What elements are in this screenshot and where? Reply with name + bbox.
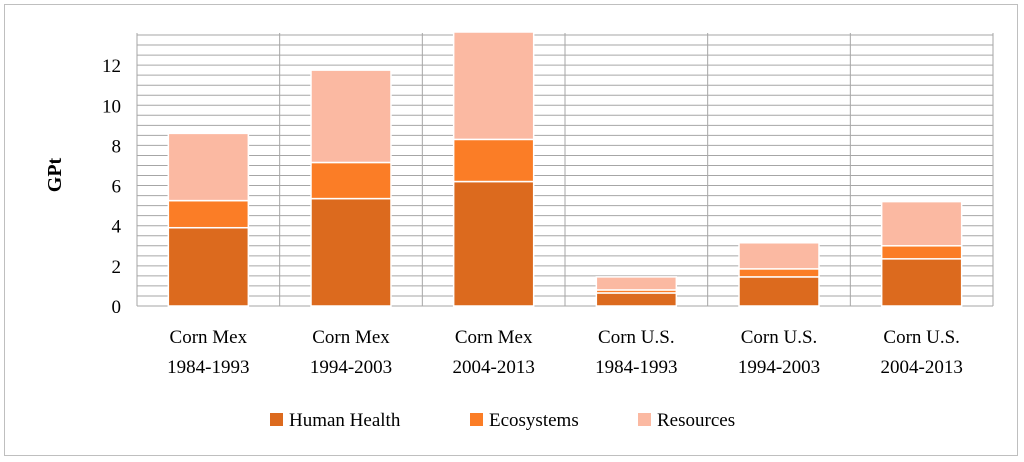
bar-segment-resources	[167, 132, 250, 202]
y-tick-label: 2	[112, 257, 122, 278]
x-category-label: Corn U.S.	[598, 327, 675, 348]
bar-segment-human-health	[595, 292, 678, 307]
legend-swatch	[638, 413, 651, 426]
y-tick-label: 6	[112, 177, 122, 198]
x-category-label: Corn U.S.	[883, 327, 960, 348]
chart-svg: 0 2 4 6 8 10 12 Corn Mex 1984-1993 Corn Mex 1994-…	[44, 31, 994, 431]
x-category-label: Corn U.S.	[741, 327, 818, 348]
legend-label: Human Health	[289, 410, 401, 431]
y-axis-label: GPt	[44, 157, 66, 192]
x-category-label: 1984-1993	[167, 357, 249, 378]
bar-segment-human-health	[880, 258, 963, 307]
gridlines	[136, 33, 994, 307]
x-category-label: 1994-2003	[310, 357, 392, 378]
x-category-label: 1984-1993	[595, 357, 677, 378]
bar-segment-human-health	[167, 226, 250, 307]
bar-segment-resources	[595, 276, 678, 291]
y-tick-label: 12	[102, 56, 121, 77]
legend-swatch	[470, 413, 483, 426]
x-category-label: 1994-2003	[738, 357, 820, 378]
bar-segment-ecosystems	[738, 268, 820, 278]
bar-segment-resources	[452, 31, 535, 141]
y-tick-label: 4	[112, 217, 122, 238]
x-category-label: 2004-2013	[881, 357, 963, 378]
legend-label: Ecosystems	[489, 410, 579, 431]
bar-segment-human-health	[452, 180, 535, 307]
y-tick-label: 8	[112, 136, 122, 157]
bar-segment-ecosystems	[880, 245, 963, 260]
bars	[167, 31, 963, 307]
bar-segment-ecosystems	[310, 161, 392, 200]
legend-swatch	[270, 413, 283, 426]
bar-segment-human-health	[310, 197, 392, 307]
x-category-label: Corn Mex	[312, 327, 390, 348]
bar-segment-human-health	[738, 276, 820, 307]
bar-segment-ecosystems	[452, 138, 535, 183]
bar-segment-resources	[310, 69, 392, 164]
bar-segment-resources	[880, 200, 963, 247]
y-tick-label: 10	[102, 96, 121, 117]
bar-segment-resources	[738, 242, 820, 270]
y-tick-labels: 0 2 4 6 8 10 12	[102, 56, 122, 318]
y-tick-label: 0	[112, 297, 122, 318]
x-category-label: Corn Mex	[455, 327, 533, 348]
x-category-labels: Corn Mex 1984-1993 Corn Mex 1994-2003 Corn M…	[167, 327, 963, 378]
x-category-label: Corn Mex	[170, 327, 248, 348]
x-category-label: 2004-2013	[453, 357, 535, 378]
legend: Human Health Ecosystems Resources	[270, 410, 735, 431]
legend-label: Resources	[657, 410, 735, 431]
chart-frame: 0 2 4 6 8 10 12 Corn Mex 1984-1993 Corn Mex 1994-…	[4, 4, 1018, 456]
bar-segment-ecosystems	[167, 199, 250, 229]
